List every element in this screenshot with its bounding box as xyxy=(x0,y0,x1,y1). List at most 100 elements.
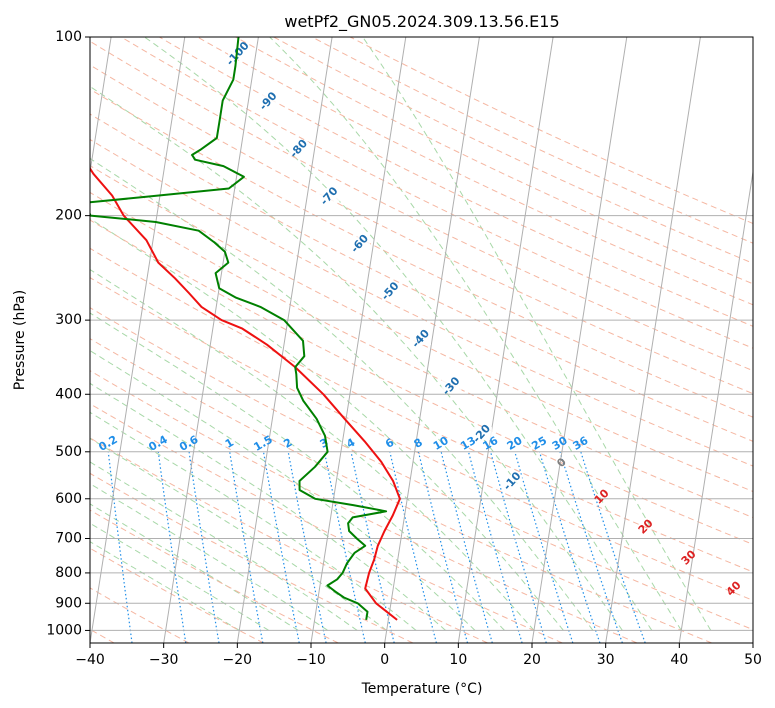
chart-title: wetPf2_GN05.2024.309.13.56.E15 xyxy=(284,12,559,32)
isotherm xyxy=(678,168,753,643)
mixing-ratio-line xyxy=(514,451,574,643)
moist-adiabat xyxy=(90,461,358,631)
dry-adiabat xyxy=(90,437,488,643)
isotherm xyxy=(310,37,407,643)
y-tick-label: 200 xyxy=(55,208,82,224)
mixing-ratio-line xyxy=(389,451,437,643)
dry-adiabat xyxy=(90,370,638,643)
moist-adiabat xyxy=(90,483,328,631)
mixing-ratio-line xyxy=(538,451,601,643)
x-tick-label: 50 xyxy=(744,652,762,668)
annotations: -100-90-80-70-60-50-40-30-20-100.1 0.2 0.4… xyxy=(96,39,744,599)
dry-adiabat xyxy=(90,165,753,493)
mixing-ratio-line xyxy=(323,451,366,643)
y-tick-label: 900 xyxy=(55,595,82,611)
dry-adiabat-label-bg xyxy=(289,142,309,155)
dry-adiabat-label-bg xyxy=(441,379,462,393)
isotherm xyxy=(605,37,701,643)
x-axis: −40 −30 −20 −10 0 10 20 30 40 50 xyxy=(75,643,762,668)
dry-adiabat xyxy=(311,37,753,244)
y-axis-label: Pressure (hPa) xyxy=(12,290,28,390)
mixing-ratio-label: 0.2 xyxy=(96,433,119,454)
isotherm xyxy=(236,37,333,643)
moist-adiabat xyxy=(90,157,594,631)
dry-adiabat xyxy=(120,37,753,349)
dry-adiabat xyxy=(90,113,753,442)
x-tick-label: −40 xyxy=(75,652,105,668)
moist-adiabat xyxy=(90,382,446,631)
y-tick-label: 400 xyxy=(55,386,82,402)
y-axis: 100 200 300 400 500 600 700 800 900 1000 xyxy=(46,29,90,638)
dry-adiabat-label: -70 xyxy=(318,184,341,208)
mixing-ratio-line xyxy=(157,451,187,643)
dry-adiabat xyxy=(90,587,190,643)
mixing-ratio-line xyxy=(350,451,395,643)
y-tick-label: 1000 xyxy=(46,622,82,638)
dry-adiabat xyxy=(349,37,753,225)
y-tick-label: 800 xyxy=(55,565,82,581)
mixing-ratio-label: 1 xyxy=(223,436,236,451)
dry-adiabat xyxy=(90,138,753,467)
moist-adiabat-label: 0 xyxy=(554,455,569,470)
dry-adiabat xyxy=(159,37,753,327)
dry-adiabat xyxy=(90,88,753,418)
mixing-ratio-line xyxy=(580,451,646,643)
mixing-ratio-line xyxy=(559,451,623,643)
mixing-ratio-label: 8 xyxy=(412,436,425,451)
x-tick-label: −30 xyxy=(149,652,179,668)
dry-adiabat xyxy=(90,277,753,601)
moist-adiabat xyxy=(269,37,682,631)
mixing-ratio-line xyxy=(287,451,327,643)
dry-adiabat xyxy=(90,307,753,631)
dry-adiabat-label: -40 xyxy=(409,327,432,351)
moist-adiabat xyxy=(362,37,712,631)
x-tick-label: −20 xyxy=(223,652,253,668)
moist-adiabat-label: 40 xyxy=(724,578,744,598)
isobars xyxy=(90,37,753,631)
dry-adiabat xyxy=(90,40,753,372)
isotherm xyxy=(531,37,628,643)
isotherms xyxy=(90,37,753,643)
isotherm xyxy=(163,37,259,643)
dry-adiabat-label-bg xyxy=(411,332,431,345)
mixing-ratio-line xyxy=(188,451,220,643)
moist-adiabats xyxy=(90,37,712,631)
x-tick-label: 40 xyxy=(670,652,688,668)
x-tick-label: 30 xyxy=(597,652,615,668)
x-tick-label: 10 xyxy=(449,652,467,668)
plot-area: -100-90-80-70-60-50-40-30-20-100.1 0.2 0.4… xyxy=(61,37,753,643)
dry-adiabat-label-bg xyxy=(472,427,492,440)
dry-adiabat xyxy=(90,338,712,643)
mixing-ratio-label: 30 xyxy=(550,434,570,453)
mixing-ratio-label: 4 xyxy=(344,436,357,451)
y-tick-label: 300 xyxy=(55,312,82,328)
dry-adiabat-label-bg xyxy=(258,94,279,108)
mixing-ratio-line xyxy=(417,451,469,643)
x-axis-label: Temperature (°C) xyxy=(361,681,483,697)
dry-adiabat-label-bg xyxy=(228,47,248,60)
mixing-ratio-line xyxy=(467,451,523,643)
x-tick-label: −10 xyxy=(296,652,326,668)
mixing-ratio-label: 0.6 xyxy=(177,433,201,454)
mixing-ratio-line xyxy=(61,452,81,643)
y-tick-label: 500 xyxy=(55,444,82,460)
dry-adiabat xyxy=(90,219,753,545)
y-tick-label: 700 xyxy=(55,531,82,547)
dry-adiabat xyxy=(197,37,753,306)
isotherm xyxy=(384,37,480,643)
y-tick-label: 100 xyxy=(55,29,82,45)
mixing-ratio-label: 0.4 xyxy=(146,433,170,454)
mixing-ratio-label: 1.5 xyxy=(252,433,275,454)
dry-adiabat xyxy=(90,191,753,519)
moist-adiabat xyxy=(90,350,476,631)
dry-adiabat-label-bg xyxy=(502,474,523,488)
dry-adiabat-label: -60 xyxy=(348,232,371,256)
dry-adiabat-label: -10 xyxy=(501,469,524,493)
isotherm xyxy=(752,639,753,643)
plot-frame xyxy=(89,36,754,644)
mixing-ratio-label: 36 xyxy=(571,434,591,453)
mixing-ratio-line xyxy=(262,451,300,643)
dry-adiabat xyxy=(90,472,414,643)
moist-adiabat xyxy=(90,437,387,631)
